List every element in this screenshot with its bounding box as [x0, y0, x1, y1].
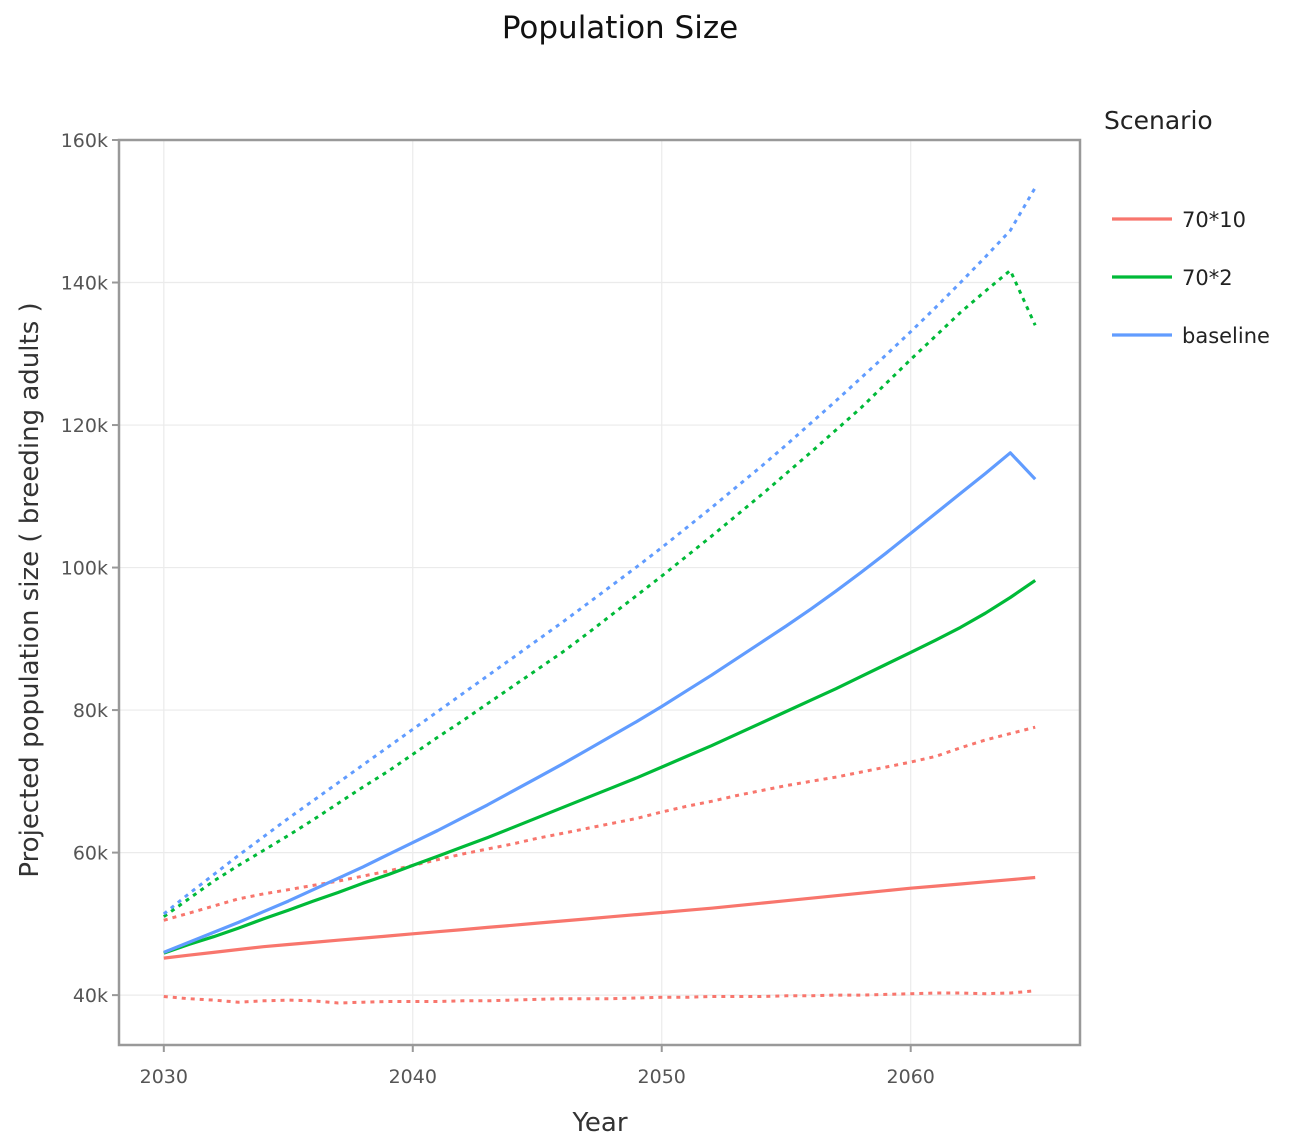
legend-label: baseline [1182, 324, 1270, 348]
y-tick-label: 60k [73, 843, 108, 865]
x-tick-label: 2040 [389, 1066, 437, 1088]
series-70-10-upper-bound [163, 725, 1036, 922]
series-baseline-upper-bound [162, 186, 1037, 916]
series-70-2-upper-bound [162, 267, 1037, 918]
y-tick-label: 140k [61, 273, 108, 295]
grid-lines [119, 139, 1080, 1045]
y-axis-title: Projected population size ( breeding adu… [15, 302, 45, 877]
y-tick-label: 80k [73, 700, 108, 722]
plot-frame [117, 138, 1082, 1047]
series-70-10-line [163, 875, 1036, 960]
x-axis-ticks: 2030 2040 2050 2060 [140, 1045, 935, 1088]
y-tick-label: 40k [73, 985, 108, 1007]
legend-label: 70*10 [1182, 208, 1246, 232]
chart-title: Population Size [502, 10, 738, 46]
legend: Scenario 70*10 70*2 baseline [1104, 106, 1270, 348]
legend-items: 70*10 70*2 baseline [1112, 208, 1270, 348]
x-tick-label: 2050 [638, 1066, 686, 1088]
series-baseline-line [163, 451, 1037, 954]
y-tick-label: 100k [61, 558, 108, 580]
y-tick-label: 160k [61, 130, 108, 152]
x-tick-label: 2060 [887, 1066, 935, 1088]
series-70-10-lower-bound [163, 989, 1036, 1005]
series-lines [162, 186, 1037, 1005]
y-tick-label: 120k [61, 415, 108, 437]
legend-label: 70*2 [1182, 266, 1233, 290]
series-70-2-line [163, 579, 1037, 955]
x-tick-label: 2030 [140, 1066, 188, 1088]
x-axis-title: Year [571, 1108, 627, 1135]
legend-title: Scenario [1104, 106, 1213, 135]
y-axis-ticks: 40k 60k 80k 100k 120k 140k 160k [61, 130, 119, 1007]
